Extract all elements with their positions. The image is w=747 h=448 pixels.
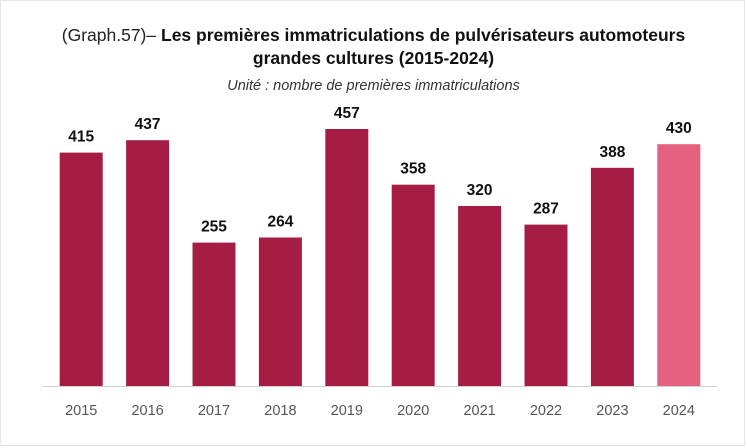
x-tick-labels-group: 2015 2016 2017 2018 2019 2020 2021 2022 2023 2024: [65, 403, 695, 419]
bar-2023: [590, 167, 634, 386]
bar-2021: [458, 206, 502, 386]
value-labels-group: 415 437 255 264 457 358 320 287 388 430: [68, 105, 691, 236]
x-tick-label-2023: 2023: [596, 403, 628, 419]
value-label-2018: 264: [267, 214, 293, 231]
bars-group: [59, 129, 701, 386]
value-label-2022: 287: [533, 201, 559, 218]
x-tick-label-2015: 2015: [65, 403, 97, 419]
bar-2018: [258, 237, 302, 386]
chart-title-line2: grandes cultures (2015-2024): [252, 48, 495, 68]
value-label-2015: 415: [68, 129, 94, 146]
x-tick-label-2017: 2017: [198, 403, 230, 419]
chart-title-line1: Les premières immatriculations de pulvér…: [161, 25, 686, 45]
value-label-2017: 255: [201, 219, 227, 236]
value-label-2016: 437: [135, 116, 161, 133]
x-tick-label-2020: 2020: [397, 403, 429, 419]
x-tick-label-2022: 2022: [530, 403, 562, 419]
x-tick-label-2024: 2024: [663, 403, 695, 419]
bar-2019: [325, 129, 369, 386]
x-tick-label-2019: 2019: [331, 403, 363, 419]
bar-2015: [59, 152, 103, 386]
bar-2017: [192, 242, 236, 386]
x-tick-label-2018: 2018: [264, 403, 296, 419]
chart-title: (Graph.57)– Les premières immatriculatio…: [0, 24, 747, 70]
value-label-2019: 457: [334, 105, 360, 122]
value-label-2021: 320: [467, 182, 493, 199]
bar-2022: [524, 224, 568, 386]
x-tick-label-2021: 2021: [463, 403, 495, 419]
chart-title-prefix: (Graph.57)–: [61, 25, 157, 45]
value-label-2023: 388: [599, 144, 625, 161]
bar-2016: [126, 140, 170, 386]
value-label-2020: 358: [400, 161, 426, 178]
value-label-2024: 430: [666, 120, 692, 137]
chart-subtitle-unit: Unité : nombre de premières immatriculat…: [227, 78, 520, 94]
bar-2024: [657, 144, 701, 386]
x-tick-label-2016: 2016: [131, 403, 163, 419]
bar-2020: [391, 184, 435, 386]
